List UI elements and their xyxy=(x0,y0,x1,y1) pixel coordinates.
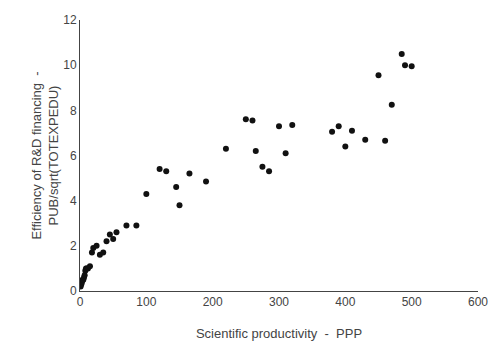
svg-text:100: 100 xyxy=(136,295,156,309)
svg-text:12: 12 xyxy=(63,13,77,27)
svg-text:Scientific productivity - PP: Scientific productivity - PPP xyxy=(196,326,362,341)
svg-text:4: 4 xyxy=(70,194,77,208)
svg-text:500: 500 xyxy=(402,295,422,309)
svg-text:300: 300 xyxy=(269,295,289,309)
svg-text:600: 600 xyxy=(468,295,488,309)
svg-text:200: 200 xyxy=(203,295,223,309)
svg-text:Efficiency of R&D financing -: Efficiency of R&D financing -PUB/sqrt(TO… xyxy=(29,71,61,239)
svg-text:0: 0 xyxy=(70,284,77,298)
svg-text:10: 10 xyxy=(63,58,77,72)
svg-text:400: 400 xyxy=(335,295,355,309)
svg-text:6: 6 xyxy=(70,149,77,163)
svg-text:0: 0 xyxy=(77,295,84,309)
svg-text:2: 2 xyxy=(70,239,77,253)
svg-text:8: 8 xyxy=(70,104,77,118)
